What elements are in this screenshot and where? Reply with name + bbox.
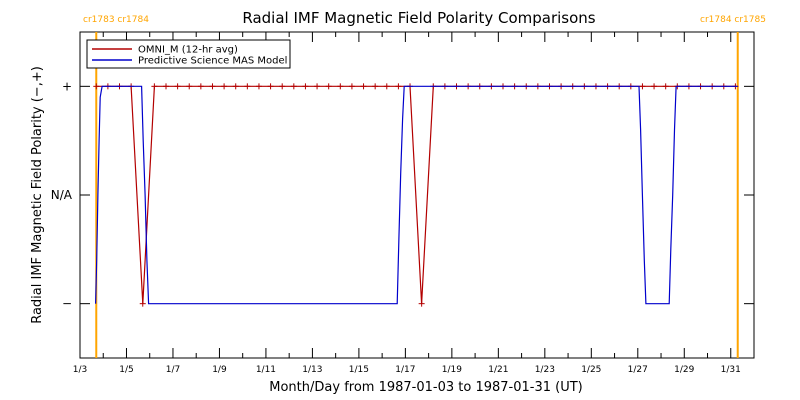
omni-data-point bbox=[221, 83, 228, 90]
omni-data-point bbox=[267, 83, 274, 90]
x-tick-label: 1/31 bbox=[721, 365, 741, 375]
omni-data-point bbox=[314, 83, 321, 90]
omni-data-point bbox=[244, 83, 251, 90]
omni-data-point bbox=[209, 83, 216, 90]
legend: OMNI_M (12-hr avg)Predictive Science MAS… bbox=[86, 39, 291, 69]
x-tick-label: 1/23 bbox=[535, 365, 555, 375]
omni-data-point bbox=[395, 83, 402, 90]
y-tick-label: N/A bbox=[51, 188, 73, 202]
series-layer bbox=[93, 83, 739, 307]
omni-data-point bbox=[186, 83, 193, 90]
legend-box bbox=[86, 39, 291, 69]
omni-data-point bbox=[255, 83, 262, 90]
omni-data-point bbox=[139, 300, 146, 307]
chart-title: Radial IMF Magnetic Field Polarity Compa… bbox=[242, 9, 595, 27]
omni-data-point bbox=[290, 83, 297, 90]
omni-data-point bbox=[348, 83, 355, 90]
omni-data-point bbox=[639, 83, 646, 90]
y-axis-label: Radial IMF Magnetic Field Polarity (−,+) bbox=[30, 66, 45, 324]
legend-entry-label: Predictive Science MAS Model bbox=[138, 56, 287, 67]
omni-data-point bbox=[662, 83, 669, 90]
plot-frame bbox=[79, 31, 755, 359]
y-tick-label: − bbox=[62, 297, 72, 311]
omni-data-point bbox=[279, 83, 286, 90]
omni-data-point bbox=[232, 83, 239, 90]
axis-ticks bbox=[79, 32, 755, 358]
carrington-label: cr1784 cr1785 bbox=[700, 15, 766, 25]
x-tick-label: 1/25 bbox=[581, 365, 601, 375]
x-tick-label: 1/9 bbox=[212, 365, 227, 375]
x-tick-label: 1/19 bbox=[442, 365, 462, 375]
omni-data-point bbox=[372, 83, 379, 90]
omni-series-line bbox=[96, 85, 736, 304]
x-tick-label: 1/15 bbox=[349, 365, 369, 375]
carrington-label: cr1783 cr1784 bbox=[83, 15, 149, 25]
y-tick-label: + bbox=[62, 79, 72, 93]
x-tick-label: 1/11 bbox=[256, 365, 276, 375]
y-tick-labels: + N/A − bbox=[51, 79, 73, 310]
omni-data-point bbox=[174, 83, 181, 90]
x-axis-label: Month/Day from 1987-01-03 to 1987-01-31 … bbox=[269, 380, 582, 395]
omni-data-point bbox=[197, 83, 204, 90]
omni-data-point bbox=[337, 83, 344, 90]
legend-entry-label: OMNI_M (12-hr avg) bbox=[138, 45, 238, 56]
x-tick-label: 1/27 bbox=[628, 365, 648, 375]
mas-model-series-line bbox=[95, 85, 738, 305]
omni-data-point bbox=[383, 83, 390, 90]
x-tick-label: 1/17 bbox=[395, 365, 415, 375]
x-tick-label: 1/13 bbox=[302, 365, 322, 375]
x-tick-label: 1/29 bbox=[674, 365, 694, 375]
x-tick-label: 1/7 bbox=[166, 365, 180, 375]
omni-data-point bbox=[325, 83, 332, 90]
omni-data-point bbox=[151, 83, 158, 90]
x-tick-label: 1/3 bbox=[73, 365, 87, 375]
x-tick-label: 1/21 bbox=[488, 365, 508, 375]
omni-data-point bbox=[302, 83, 309, 90]
omni-data-point bbox=[162, 83, 169, 90]
x-tick-labels: 1/3 1/5 1/7 1/9 1/11 1/13 1/15 1/17 1/19 1/21 1/23… bbox=[73, 365, 741, 375]
omni-data-point bbox=[93, 83, 100, 90]
x-tick-label: 1/5 bbox=[119, 365, 133, 375]
omni-data-point bbox=[360, 83, 367, 90]
omni-data-point bbox=[651, 83, 658, 90]
omni-data-point bbox=[418, 300, 425, 307]
